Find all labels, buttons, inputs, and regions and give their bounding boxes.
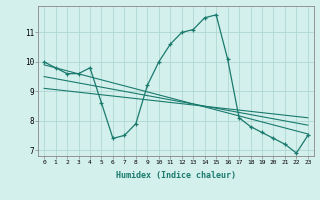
X-axis label: Humidex (Indice chaleur): Humidex (Indice chaleur) [116,171,236,180]
